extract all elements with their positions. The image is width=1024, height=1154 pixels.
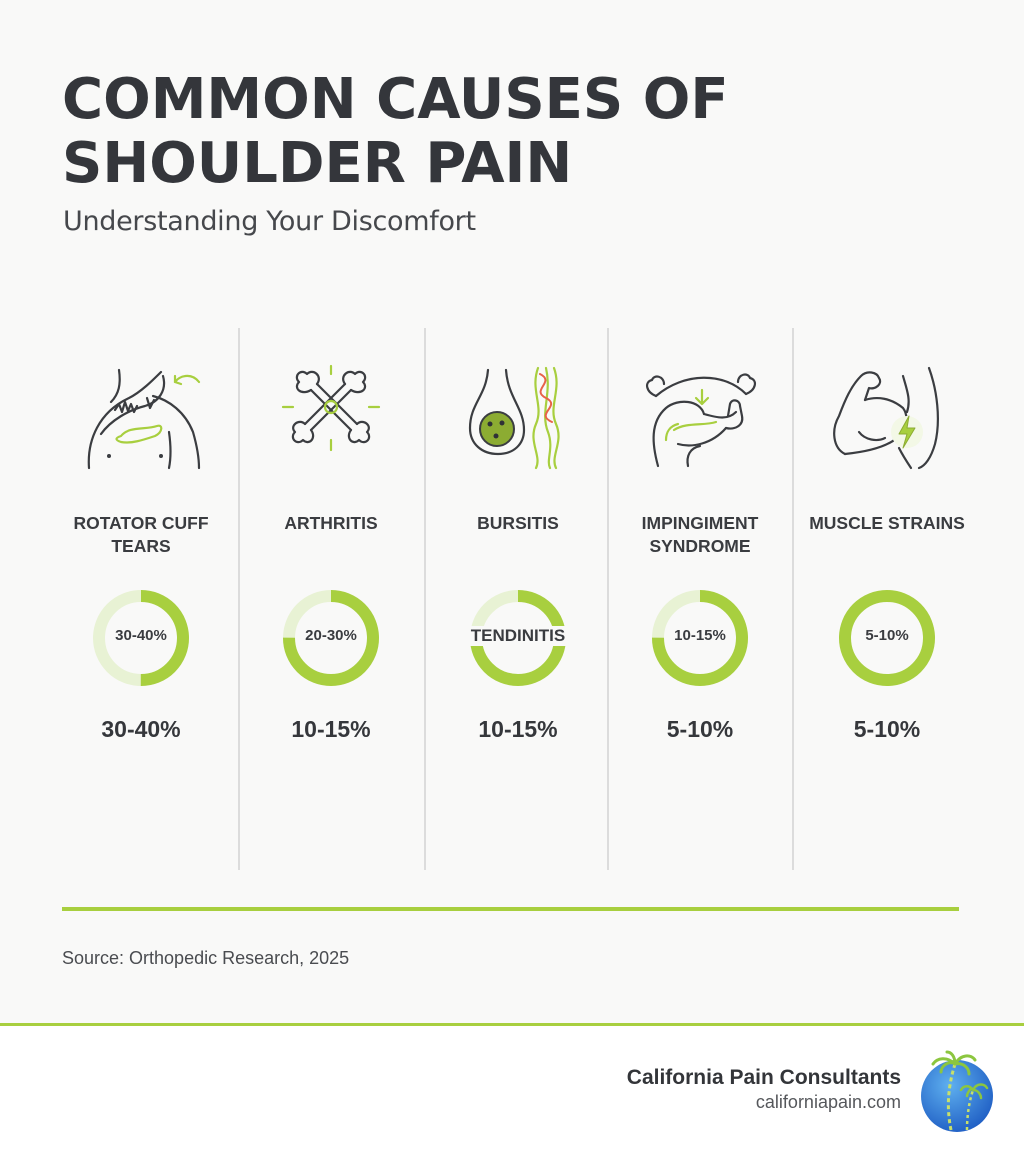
donut-arc bbox=[839, 590, 935, 686]
column-divider bbox=[607, 328, 609, 870]
percentage-value: 5-10% bbox=[666, 716, 734, 742]
accent-rule bbox=[62, 907, 959, 911]
donut-chart bbox=[839, 590, 935, 686]
percentage-value: 30-40% bbox=[101, 716, 181, 742]
cause-column-bursitis: BURSITIS TENDINITIS 10-15% bbox=[426, 360, 610, 780]
cause-label: IMPINGIMENT SYNDROME bbox=[641, 513, 759, 556]
percentage-value: 5-10% bbox=[853, 716, 921, 742]
cause-label: ROTATOR CUFF TEARS bbox=[73, 513, 209, 556]
donut-center-label: 30-40% bbox=[115, 627, 167, 644]
cause-column-muscle-strains: MUSCLE STRAINS 5-10% 5-10% bbox=[795, 360, 979, 780]
arm-impingement-icon bbox=[646, 373, 756, 468]
donut-center-label: 20-30% bbox=[305, 627, 357, 644]
donut-arc bbox=[93, 590, 189, 686]
bursa-sac-icon bbox=[468, 366, 560, 470]
shoulder-tear-icon bbox=[87, 368, 201, 470]
donut-chart bbox=[283, 590, 379, 686]
column-divider bbox=[792, 328, 794, 870]
title-line-2: SHOULDER PAIN bbox=[62, 131, 573, 196]
cause-column-arthritis: ARTHRITIS 20-30% 10-15% bbox=[239, 360, 423, 780]
cause-column-rotator-cuff: ROTATOR CUFF TEARS 30-40% 30-40% bbox=[49, 360, 233, 780]
donut-chart bbox=[93, 590, 189, 686]
percentage-value: 10-15% bbox=[291, 716, 371, 742]
column-divider bbox=[238, 328, 240, 870]
footer-rule bbox=[0, 1023, 1024, 1026]
palm-tree-globe-icon bbox=[921, 1050, 993, 1132]
footer bbox=[0, 1026, 1024, 1154]
crossed-bones-icon bbox=[281, 364, 381, 452]
brand-name: California Pain Consultants bbox=[626, 1066, 901, 1089]
cause-label: MUSCLE STRAINS bbox=[809, 513, 965, 533]
donut-arc bbox=[283, 590, 379, 686]
cause-column-impingement: IMPINGIMENT SYNDROME 10-15% 5-10% bbox=[608, 360, 792, 780]
donut-arc bbox=[652, 590, 748, 686]
flexed-arm-icon bbox=[833, 366, 939, 470]
donut-chart bbox=[652, 590, 748, 686]
donut-center-label: 10-15% bbox=[674, 627, 726, 644]
cause-label: BURSITIS bbox=[477, 513, 559, 533]
page-subtitle: Understanding Your Discomfort bbox=[63, 206, 476, 237]
cause-label: ARTHRITIS bbox=[284, 513, 378, 533]
percentage-value: 10-15% bbox=[478, 716, 558, 742]
page-title: COMMON CAUSES OF SHOULDER PAIN bbox=[62, 68, 962, 196]
donut-center-label: TENDINITIS bbox=[463, 626, 573, 646]
brand-url[interactable]: californiapain.com bbox=[755, 1092, 901, 1112]
title-line-1: COMMON CAUSES OF bbox=[62, 67, 729, 132]
source-note: Source: Orthopedic Research, 2025 bbox=[62, 948, 350, 968]
donut-center-label: 5-10% bbox=[865, 627, 909, 644]
column-divider bbox=[424, 328, 426, 870]
